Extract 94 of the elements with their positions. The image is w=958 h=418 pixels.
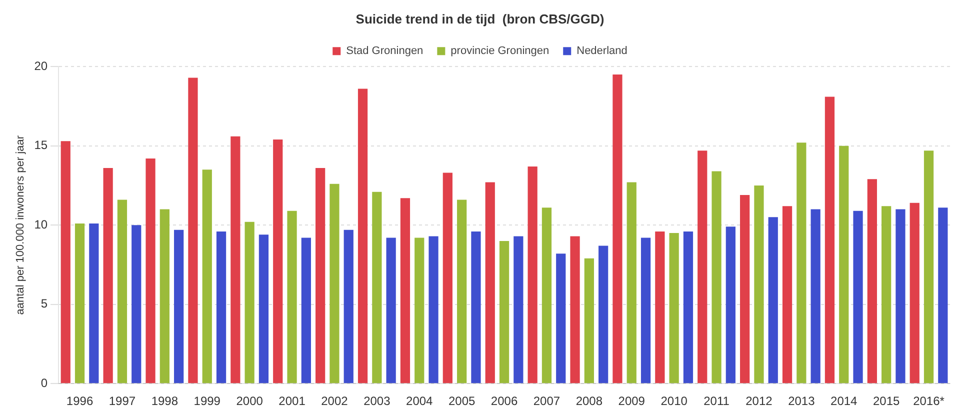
bar [626,182,636,384]
bar [216,231,226,384]
bar [301,238,311,384]
bar [612,74,622,384]
bar [683,231,694,384]
x-tick-label: 2012 [746,394,773,408]
bar [471,231,481,384]
bar [103,168,113,384]
x-tick-label: 2010 [660,394,688,408]
x-tick-label: 2004 [406,394,434,408]
bar [896,209,906,384]
x-tick-label: 2015 [872,394,900,408]
bar [400,198,410,384]
x-tick-label: 2005 [448,394,476,408]
chart-title: Suicide trend in de tijd (bron CBS/GGD) [356,11,604,26]
bar [344,230,354,384]
bar [74,224,85,384]
bar [528,166,538,384]
bar [499,240,510,384]
x-tick-label: 2009 [618,394,646,408]
bar [414,238,424,384]
bar [442,172,452,384]
bar [655,231,665,384]
bar [230,136,240,384]
x-tick-label: 1998 [151,394,178,408]
x-tick-label: 2007 [533,394,560,408]
bar [698,150,708,384]
bar [146,158,156,384]
bar [358,88,368,384]
y-tick-label: 20 [34,58,48,73]
bar [89,224,99,384]
bar [273,140,283,384]
x-tick-label: 1999 [194,394,221,408]
x-tick-label: 2011 [704,394,730,408]
bar [330,184,340,384]
x-tick-label: 2006 [490,394,518,408]
x-tick-label: 2016* [913,394,945,408]
y-tick-label: 15 [34,138,48,152]
bar [867,179,877,384]
x-tick-label: 2002 [321,394,348,408]
bar [796,142,806,384]
bar [669,233,679,384]
bar [598,246,608,384]
bar [316,168,326,384]
bar [372,192,382,384]
bar [202,170,212,384]
bar [824,96,835,384]
bar [810,209,820,384]
bar [726,226,736,384]
bar [386,238,396,384]
bar [740,194,750,384]
y-tick-label: 5 [40,296,48,311]
legend-label: Stad Groningen [346,45,424,58]
bar [712,171,722,384]
bar [117,200,128,384]
bar [882,206,892,384]
x-tick-label: 2008 [576,394,603,408]
bar [428,236,438,384]
y-axis-title: aantal per 100.000 inwoners per jaar [14,135,27,315]
y-tick-label: 0 [40,376,48,390]
bar [754,185,764,384]
bar [853,210,863,384]
x-tick-label: 2003 [364,394,391,408]
bar [768,217,778,384]
bar [570,236,580,384]
bar [938,208,948,384]
bar [640,238,651,384]
bar [584,258,594,384]
bar [485,182,495,384]
bar [839,146,849,384]
y-tick-label: 10 [34,217,48,232]
legend-label: provincie Groningen [450,45,550,58]
bar [258,234,269,384]
bar [60,141,70,384]
x-tick-label: 1997 [108,394,136,408]
x-tick-label: 1996 [66,394,94,408]
bar [924,150,934,384]
x-tick-label: 2000 [236,394,264,408]
bar [188,78,198,384]
bar [174,230,184,384]
bar [542,208,552,384]
x-tick-label: 2013 [788,394,816,408]
x-tick-label: 2014 [830,394,858,408]
bar [514,236,524,384]
bar [556,254,566,384]
x-tick-label: 2001 [278,394,306,408]
bar [287,210,297,384]
bar [910,202,920,384]
bar [457,200,467,384]
bar [160,209,170,384]
bar [782,206,792,384]
bar [132,225,142,384]
bar [244,222,254,384]
legend-label: Nederland [576,45,628,58]
